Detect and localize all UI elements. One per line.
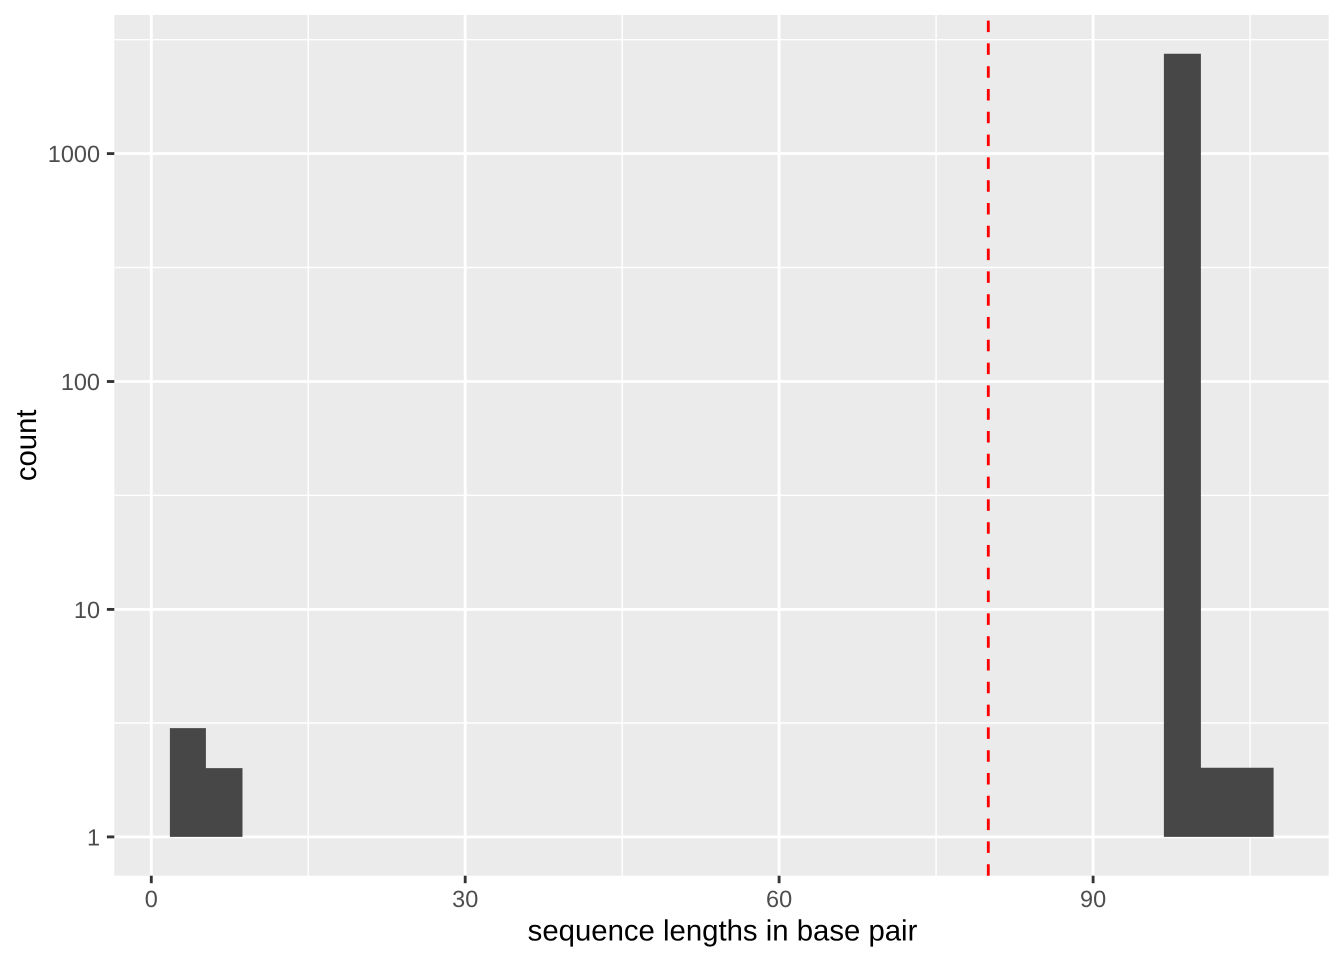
svg-text:60: 60 — [766, 886, 792, 912]
svg-text:100: 100 — [61, 369, 100, 395]
svg-text:0: 0 — [145, 886, 158, 912]
svg-text:sequence lengths in base pair: sequence lengths in base pair — [528, 915, 918, 948]
svg-text:30: 30 — [452, 886, 478, 912]
svg-text:1000: 1000 — [48, 141, 100, 167]
svg-text:count: count — [10, 409, 43, 481]
svg-text:10: 10 — [74, 597, 100, 623]
svg-text:1: 1 — [87, 824, 100, 850]
svg-text:90: 90 — [1080, 886, 1106, 912]
